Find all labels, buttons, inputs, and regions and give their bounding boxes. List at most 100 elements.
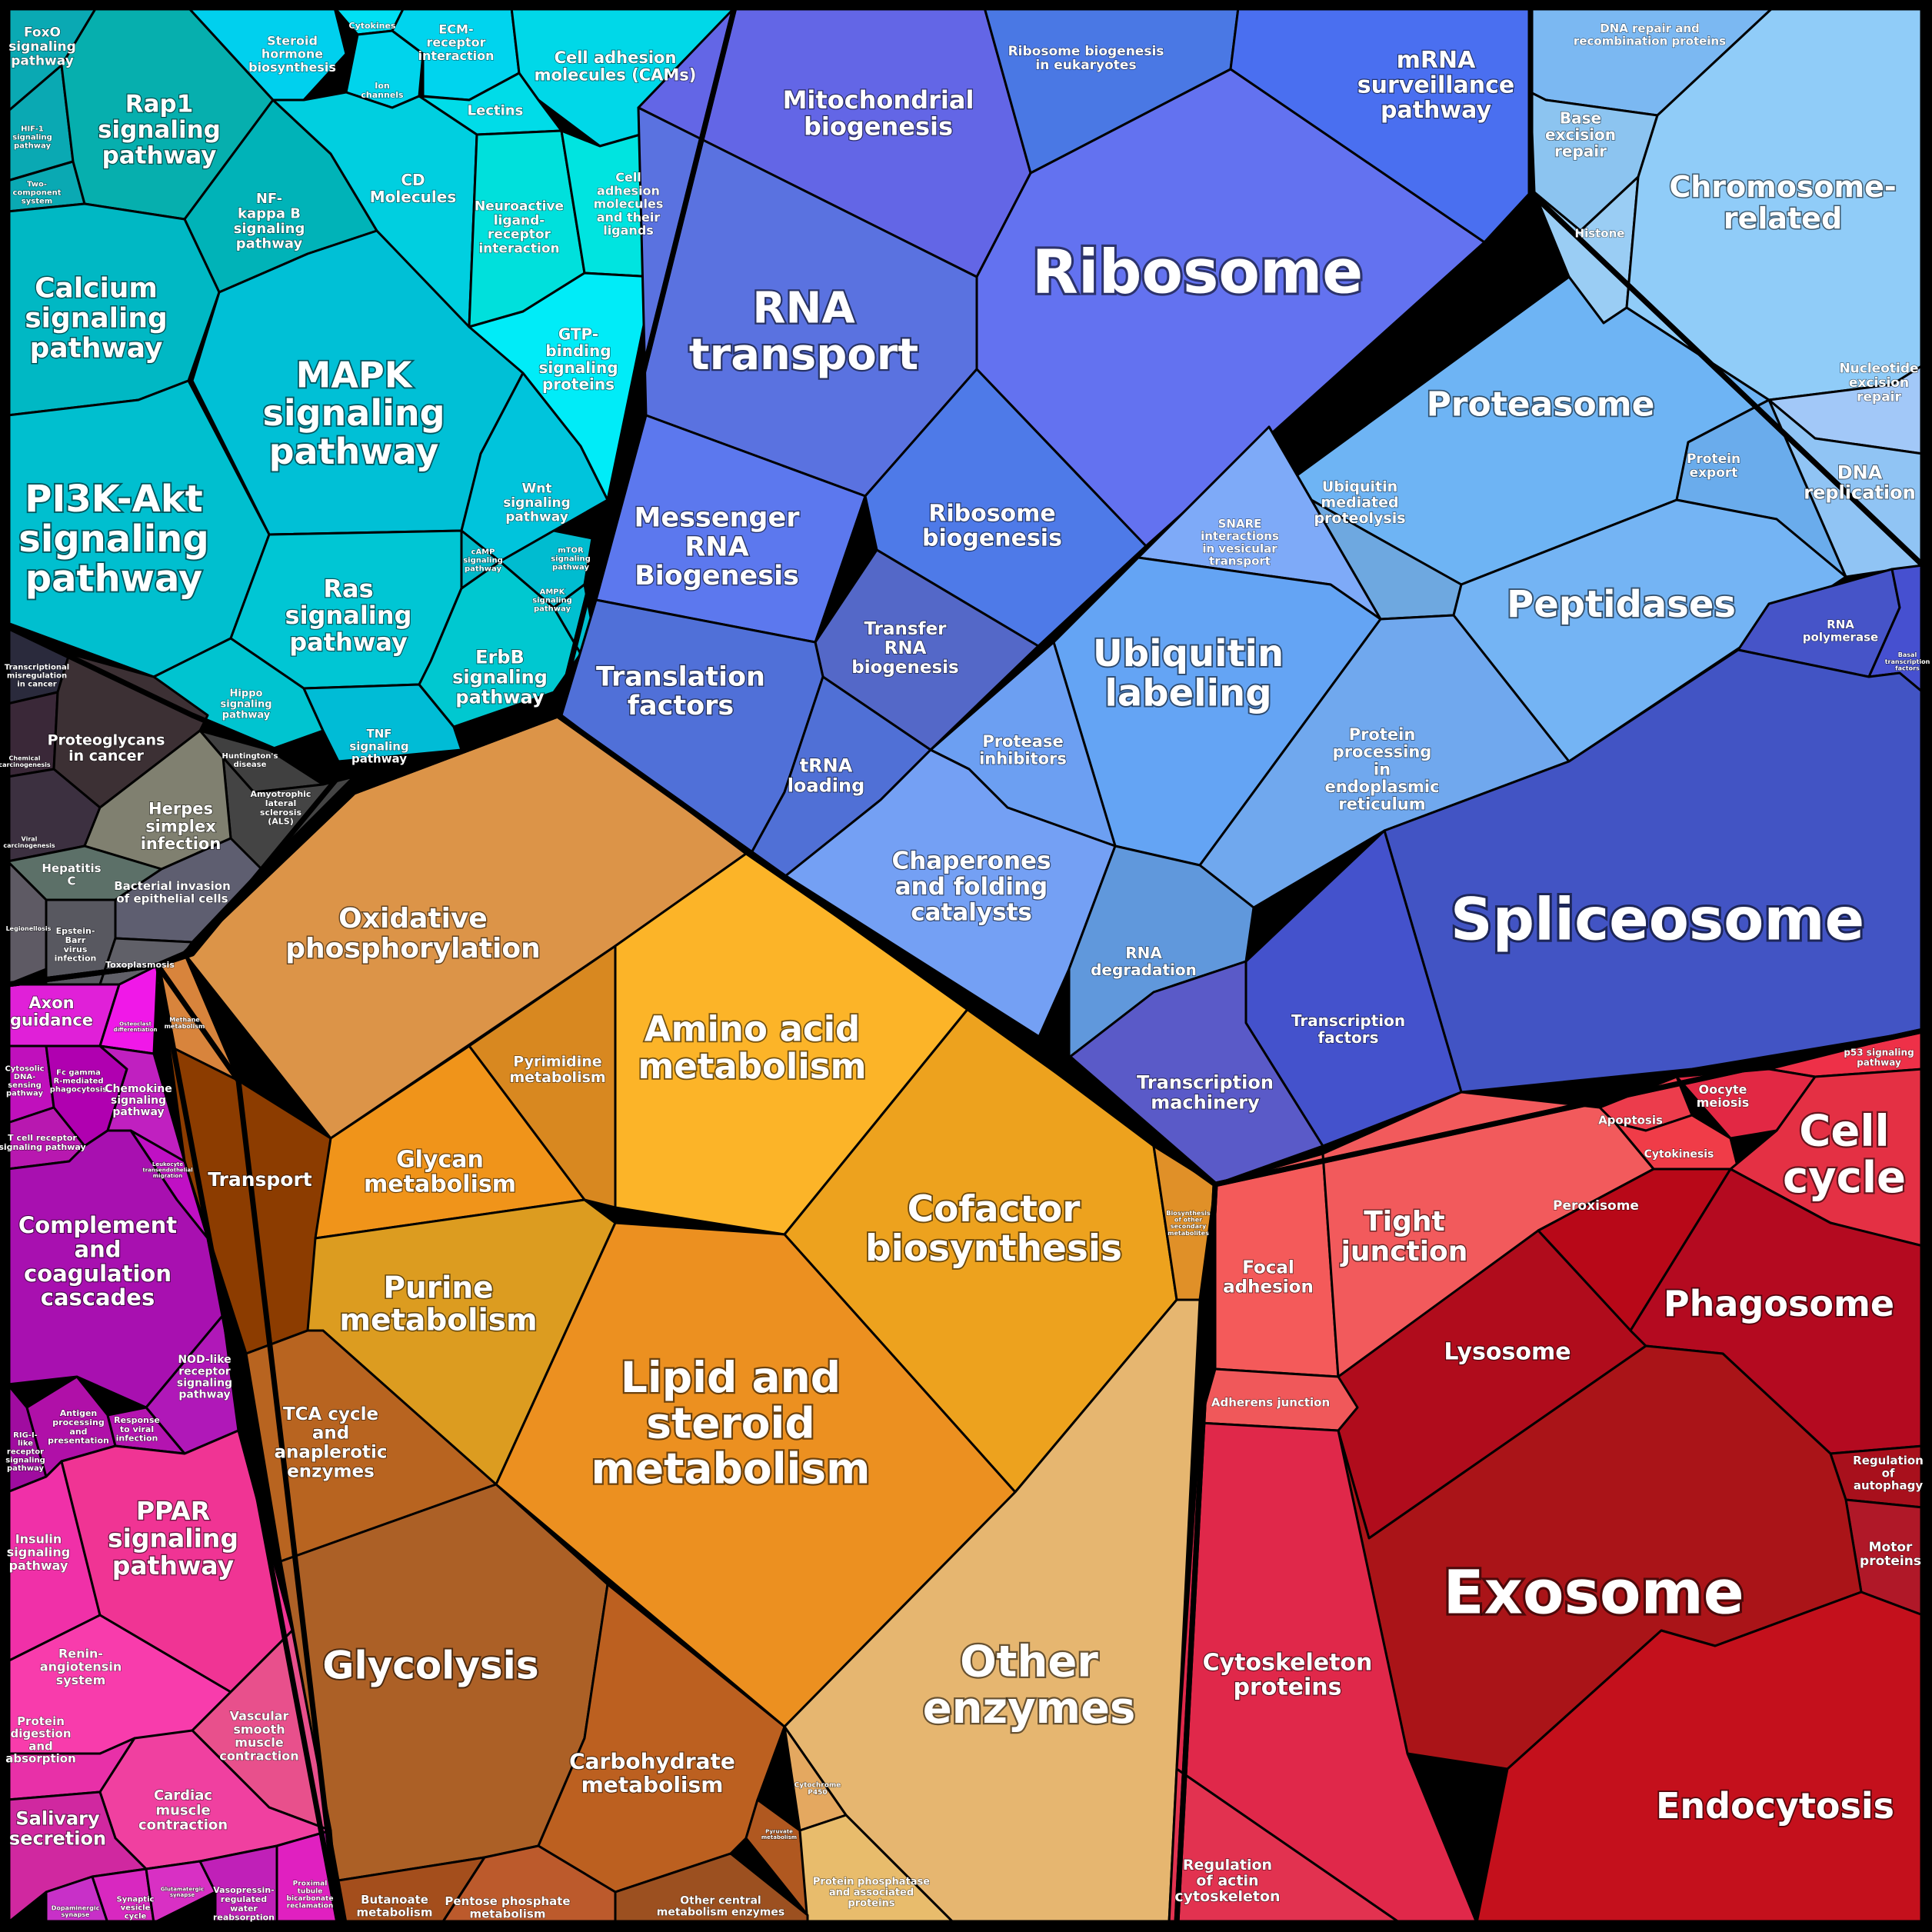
label-line: lateral — [265, 798, 297, 808]
label-line: metabolism — [581, 1772, 724, 1797]
cell-other-central — [614, 1852, 809, 1924]
cell-chaperones — [783, 748, 1117, 1040]
label-ppar: PPAR signaling pathway — [108, 1496, 238, 1581]
label-camp: cAMP signaling pathway — [463, 548, 503, 574]
label-proteoglycans: Proteoglycans in cancer — [48, 731, 165, 764]
label-line: pathway — [30, 332, 163, 364]
label-pyruvate: Pyruvate metabolism — [761, 1829, 797, 1841]
label-base-excision: Base excision repair — [1545, 108, 1616, 160]
label-erbb: ErbB signaling pathway — [452, 646, 548, 708]
label-line: signaling — [108, 1524, 238, 1554]
label-line: TCA cycle — [283, 1404, 378, 1424]
label-line: Phagosome — [1664, 1283, 1894, 1324]
label-line: and — [312, 1424, 349, 1444]
label-huntingtons: Huntington's disease — [222, 752, 278, 769]
label-line: Glycolysis — [322, 1644, 538, 1688]
label-two-component: Two-component system — [12, 181, 61, 206]
label-line: Legionellosis — [6, 925, 52, 932]
label-line: Regulation — [1183, 1857, 1272, 1874]
label-line: metabolism — [165, 1023, 205, 1030]
label-protein-phosphatase: Protein phosphatase and associated protein… — [813, 1877, 930, 1910]
label-line: infection — [55, 954, 97, 964]
label-line: Cardiac — [154, 1787, 212, 1804]
label-line: Calcium — [35, 273, 158, 305]
label-line: of other — [1174, 1216, 1202, 1223]
label-line: Protein — [1687, 451, 1740, 467]
label-line: Lectins — [468, 102, 524, 118]
label-line: Transfer — [864, 619, 947, 639]
label-line: infection — [116, 1434, 158, 1444]
label-line: signaling — [18, 518, 208, 561]
label-line: factors — [1317, 1028, 1378, 1047]
label-epstein-barr: Epstein-Barr virus infection — [55, 926, 97, 964]
label-line: CD — [401, 171, 425, 189]
label-line: T cell receptor — [8, 1133, 77, 1143]
label-line: Leukocyte — [152, 1161, 184, 1168]
label-line: RNA — [685, 531, 748, 562]
label-line: related — [1724, 202, 1842, 235]
label-line: carcinogenesis — [0, 761, 51, 768]
label-line: Focal — [1242, 1258, 1294, 1278]
label-line: infection — [141, 834, 222, 853]
label-line: metabolism — [357, 1905, 433, 1919]
label-line: Motor — [1869, 1540, 1913, 1555]
label-mtor: mTOR signaling pathway — [551, 547, 591, 572]
label-line: hormone — [261, 47, 323, 62]
label-line: mTOR — [558, 547, 584, 555]
label-mrna-surveillance: mRNA surveillance pathway — [1357, 47, 1515, 124]
label-ampk: AMPK signaling pathway — [532, 588, 572, 614]
label-herpes: Herpes simplex infection — [141, 800, 222, 853]
label-line: reticulum — [1338, 795, 1425, 814]
label-line: molecules (CAMs) — [535, 66, 697, 85]
label-rna-polymerase: RNA polymerase — [1803, 618, 1878, 644]
label-line: Carbohydrate — [569, 1749, 735, 1774]
label-line: Translation — [596, 661, 765, 692]
label-ubiquitin-mediated: Ubiquitin mediated proteolysis — [1314, 478, 1405, 527]
label-vasopressin: Vasopressin-regulated water reabsorption — [213, 1885, 275, 1923]
label-line: pathway — [11, 53, 74, 68]
cell-complement — [6, 1129, 225, 1409]
label-pi3k: PI3K-Akt signaling pathway — [18, 478, 208, 601]
label-proximal-tubule: Proximal tubule bicarbonate reclamation — [287, 1880, 334, 1910]
label-line: Two- — [27, 181, 47, 189]
label-line: Antigen — [60, 1408, 98, 1418]
label-line: GTP- — [558, 325, 598, 344]
label-glycan: Glycan metabolism — [364, 1146, 516, 1198]
label-pyrimidine: Pyrimidine metabolism — [509, 1053, 605, 1086]
label-line: signaling — [349, 739, 408, 753]
label-line: Pyrimidine — [513, 1053, 601, 1070]
label-regulation-actin: Regulation of actin cytoskeleton — [1174, 1857, 1280, 1905]
label-foxo: FoxO signaling pathway — [8, 25, 76, 69]
label-cd-molecules: CD Molecules — [370, 171, 456, 206]
label-leukocyte: Leukocyte transendothelial migration — [142, 1161, 192, 1179]
label-line: Protein — [1349, 725, 1416, 744]
label-peroxisome: Peroxisome — [1553, 1198, 1639, 1214]
label-line: metabolism — [339, 1304, 537, 1338]
label-line: signaling — [452, 666, 548, 688]
label-line: bicarbonate — [287, 1895, 334, 1903]
label-line: repair — [1554, 142, 1607, 161]
label-line: NF- — [256, 191, 282, 207]
label-line: Proteasome — [1427, 385, 1655, 424]
label-line: SNARE — [1218, 517, 1262, 531]
label-line: Chemokine — [105, 1083, 172, 1095]
label-dna-replication: DNA replication — [1804, 461, 1915, 503]
label-snare: SNARE interactions in vesicular transport — [1201, 517, 1279, 568]
label-line: Huntington's — [222, 752, 278, 761]
label-line: transport — [689, 330, 918, 380]
label-line: machinery — [1151, 1091, 1260, 1113]
label-line: enzymes — [287, 1461, 375, 1481]
label-t-cell: T cell receptor signaling pathway — [0, 1133, 86, 1152]
label-line: virus — [64, 944, 88, 954]
label-line: surveillance — [1357, 72, 1515, 99]
label-line: pathway — [222, 710, 271, 721]
label-rna-degradation: RNA degradation — [1091, 944, 1197, 979]
label-line: Toxoplasmosis — [105, 960, 175, 970]
label-line: digestion — [10, 1727, 71, 1740]
label-line: Messenger — [635, 502, 801, 533]
label-cytochrome-p450: Cytochrome P450 — [794, 1781, 841, 1797]
label-line: biosynthesis — [248, 60, 336, 75]
label-carbohydrate: Carbohydrate metabolism — [569, 1749, 735, 1797]
label-line: catalysts — [911, 898, 1032, 926]
label-line: Neuroactive — [475, 198, 564, 214]
